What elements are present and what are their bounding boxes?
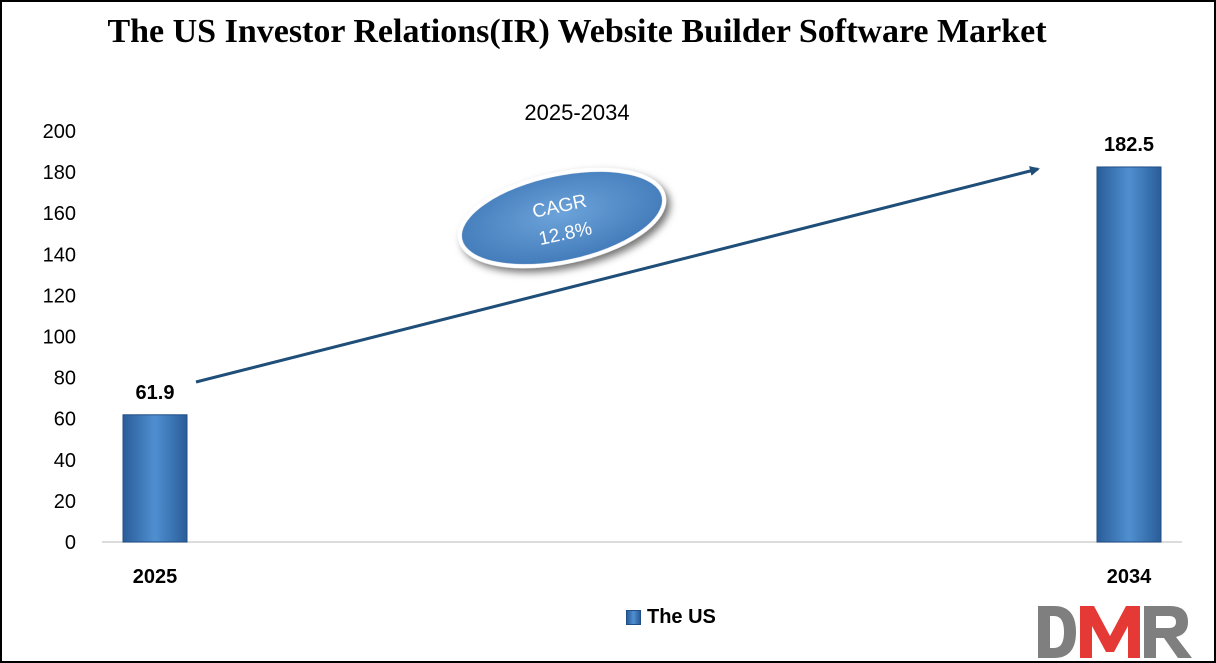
x-tick-label-2034: 2034 xyxy=(1107,566,1152,588)
bar-2025 xyxy=(122,414,188,543)
y-tick-label: 80 xyxy=(54,368,76,390)
chart-subtitle: 2025-2034 xyxy=(524,100,630,125)
y-tick-label: 0 xyxy=(65,532,76,554)
data-label-2025: 61.9 xyxy=(136,382,175,404)
dmr-logo xyxy=(1038,606,1192,658)
y-tick-label: 40 xyxy=(54,450,76,472)
y-tick-label: 100 xyxy=(43,327,76,349)
chart-title: The US Investor Relations(IR) Website Bu… xyxy=(107,13,1047,50)
legend-swatch-the-us xyxy=(626,610,641,625)
growth-arrow xyxy=(195,166,1040,384)
x-axis: 2025 2034 xyxy=(102,541,1182,588)
bar-2034 xyxy=(1096,166,1162,543)
y-tick-label: 60 xyxy=(54,409,76,431)
dmr-logo-mark xyxy=(1038,606,1192,658)
cagr-ellipse xyxy=(457,167,667,269)
y-axis: 0 20 40 60 80 100 120 140 160 180 200 xyxy=(43,121,76,554)
y-tick-label: 140 xyxy=(43,244,76,266)
y-tick-label: 20 xyxy=(54,491,76,513)
y-tick-label: 120 xyxy=(43,285,76,307)
y-tick-label: 180 xyxy=(43,162,76,184)
bars: 61.9 182.5 xyxy=(122,134,1162,543)
y-tick-label: 160 xyxy=(43,203,76,225)
y-tick-label: 200 xyxy=(43,121,76,143)
data-label-2034: 182.5 xyxy=(1104,134,1154,156)
legend-label-the-us: The US xyxy=(647,606,716,628)
legend: The US xyxy=(626,606,716,629)
x-tick-label-2025: 2025 xyxy=(133,566,178,588)
growth-arrow-line xyxy=(195,166,1040,384)
